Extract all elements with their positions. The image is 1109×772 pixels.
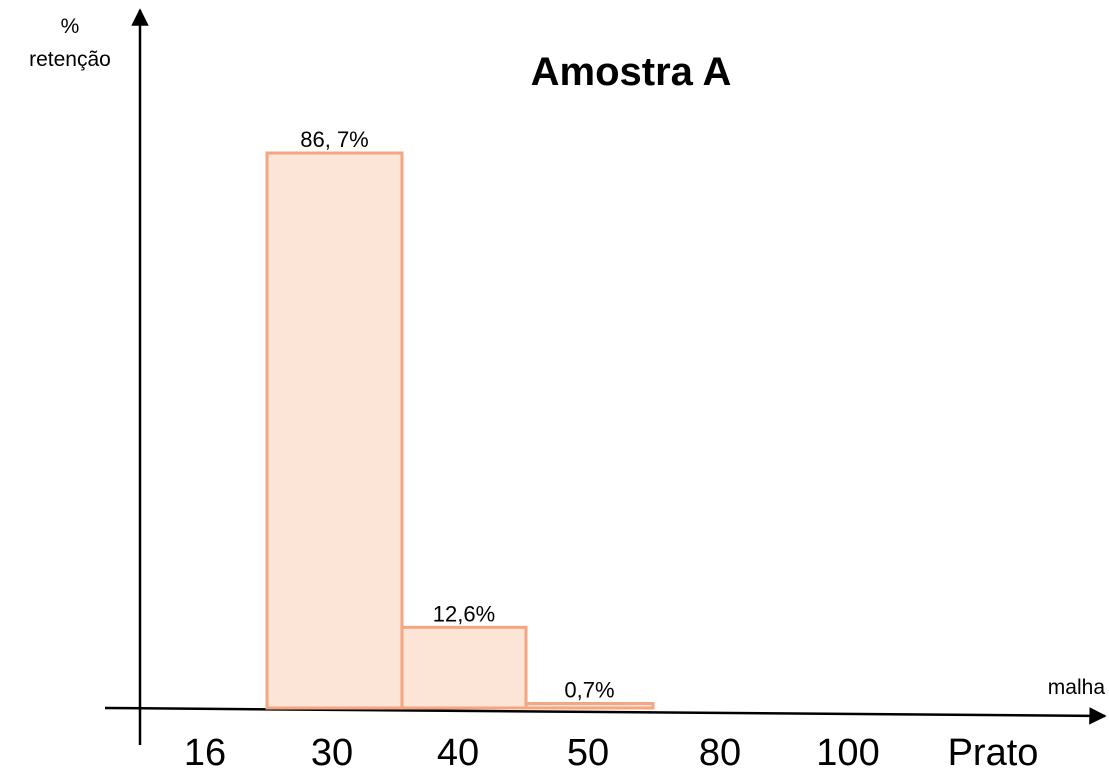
- y-axis-label-percent: %: [61, 15, 80, 38]
- data-label-40: 12,6%: [433, 601, 495, 626]
- bars-layer: [265, 151, 655, 710]
- x-tick-label-50: 50: [567, 732, 609, 772]
- x-tick-label-prato: Prato: [948, 732, 1039, 772]
- bar-40: [400, 625, 528, 710]
- data-labels-layer: 86, 7% 12,6% 0,7%: [300, 127, 614, 703]
- data-label-50: 0,7%: [564, 678, 614, 703]
- x-tick-label-16: 16: [184, 732, 226, 772]
- chart-title: Amostra A: [531, 50, 732, 94]
- y-axis-label-retencao: retenção: [29, 48, 111, 71]
- bar-50: [524, 702, 655, 710]
- x-tick-label-80: 80: [699, 732, 741, 772]
- x-tick-label-100: 100: [816, 732, 879, 772]
- x-tick-label-40: 40: [437, 732, 479, 772]
- bar-30: [265, 151, 404, 710]
- x-tick-label-30: 30: [311, 732, 353, 772]
- x-tick-labels: 16 30 40 50 80 100 Prato: [184, 732, 1039, 772]
- data-label-30: 86, 7%: [300, 127, 369, 152]
- x-axis-label: malha: [1048, 676, 1106, 699]
